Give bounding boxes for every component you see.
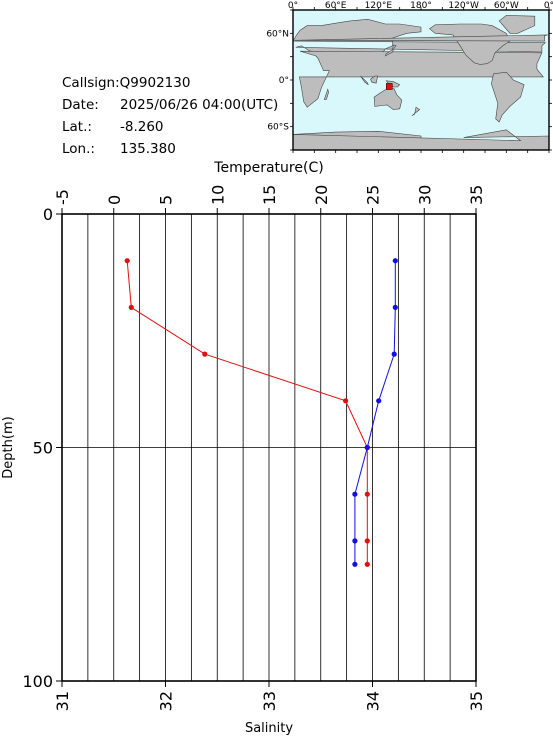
salinity-tick-label: 35 [467, 691, 486, 711]
lat-row: Lat.: -8.260 [62, 116, 278, 138]
callsign-label: Callsign: [62, 75, 120, 91]
temperature-profile-line [126, 260, 368, 565]
map-lon-label: 60°E [325, 1, 347, 11]
land-south-america [491, 71, 525, 123]
salinity-profile-line [354, 260, 396, 565]
salinity-tick-label: 33 [260, 691, 279, 711]
temperature-data-point [364, 561, 370, 567]
temperature-tick-label: 30 [415, 185, 434, 205]
map-lon-label: 0° [288, 1, 298, 11]
land-greenland [498, 15, 536, 34]
lat-label: Lat.: [62, 119, 92, 135]
land-new-zealand [411, 106, 421, 117]
map-lon-label: 180° [410, 1, 432, 11]
salinity-data-point [392, 258, 398, 264]
salinity-data-point [352, 561, 358, 567]
temperature-data-point [128, 304, 134, 310]
station-info: Callsign: Q9902130 Date: 2025/06/26 04:00(… [62, 72, 278, 160]
lon-value: 135.380 [120, 141, 176, 157]
map-lon-label: 0° [544, 1, 553, 11]
salinity-data-point [352, 538, 358, 544]
temperature-tick-label: 25 [364, 185, 383, 205]
map-lon-label: 120°W [448, 1, 479, 11]
temperature-tick-label: 15 [260, 185, 279, 205]
station-marker [386, 83, 393, 90]
salinity-tick-label: 31 [53, 691, 72, 711]
temperature-data-point [364, 491, 370, 497]
map-lat-label: 60°N [266, 29, 289, 39]
temperature-tick-label: 10 [208, 185, 227, 205]
date-value: 2025/06/26 04:00(UTC) [120, 97, 279, 113]
depth-tick-label: 0 [43, 205, 53, 224]
salinity-data-point [392, 304, 398, 310]
date-label: Date: [62, 97, 99, 113]
depth-axis-title: Depth(m) [1, 416, 16, 478]
salinity-data-point [352, 491, 358, 497]
temperature-tick-label: -5 [53, 189, 72, 205]
salinity-data-point [364, 444, 370, 451]
temperature-tick-label: 35 [467, 185, 486, 205]
salinity-tick-label: 34 [364, 691, 383, 711]
temperature-tick-label: 20 [312, 185, 331, 205]
location-map: 0° 60°E 120°E 180° 120°W 60°W 0° 60°N 0° 60°S [266, 1, 553, 153]
land-uk [294, 34, 548, 42]
date-row: Date: 2025/06/26 04:00(UTC) [62, 94, 278, 116]
land-new-guinea [385, 80, 401, 88]
temperature-axis-title: Temperature(C) [213, 160, 323, 176]
lon-label: Lon.: [62, 141, 95, 157]
salinity-data-point [376, 398, 382, 404]
lon-row: Lon.: 135.380 [62, 138, 278, 160]
temperature-tick-label: 5 [157, 195, 176, 205]
depth-tick-label: 100 [22, 672, 53, 691]
temperature-data-point [124, 258, 130, 264]
land-australia [373, 88, 403, 110]
temperature-data-point [202, 351, 208, 357]
land-africa [299, 50, 544, 108]
temperature-data-point [364, 538, 370, 544]
depth-tick-label: 50 [33, 439, 53, 458]
callsign-value: Q9902130 [119, 75, 191, 91]
temperature-data-point [343, 398, 349, 404]
callsign-row: Callsign: Q9902130 [62, 72, 278, 94]
map-lat-label: 0° [279, 76, 289, 86]
land-madagascar [323, 88, 329, 100]
salinity-axis-title: Salinity [245, 721, 293, 736]
map-lon-label: 120°E [365, 1, 393, 11]
land-japan [384, 44, 397, 57]
lat-value: -8.260 [120, 119, 164, 135]
land-sumatra [360, 75, 369, 85]
map-lon-label: 60°W [494, 1, 519, 11]
map-lat-label: 60°S [267, 123, 289, 133]
salinity-data-point [391, 351, 397, 357]
salinity-tick-label: 32 [157, 691, 176, 711]
land-north-america [428, 23, 511, 65]
temperature-tick-label: 0 [105, 195, 124, 205]
land-borneo [370, 75, 378, 84]
